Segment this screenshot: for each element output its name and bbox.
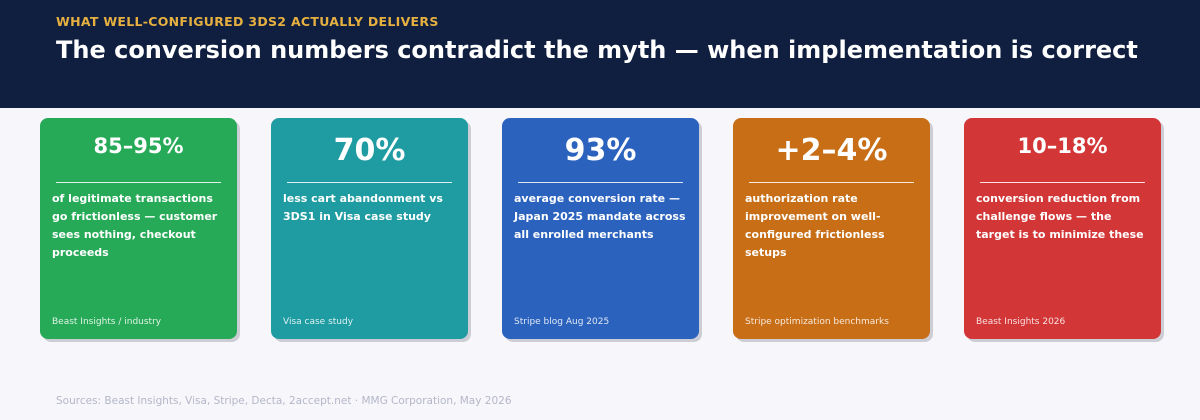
card-divider xyxy=(749,182,914,183)
stat-card-challenge-flows: 10–18% conversion reduction from challen… xyxy=(964,118,1161,339)
stat-card-conversion-rate: 93% average conversion rate — Japan 2025… xyxy=(502,118,699,339)
stat-source: Stripe optimization benchmarks xyxy=(745,317,889,327)
stat-value: +2–4% xyxy=(775,133,888,168)
stat-description: conversion reduction from challenge flow… xyxy=(976,192,1144,241)
card-divider xyxy=(287,182,452,183)
page-title: The conversion numbers contradict the my… xyxy=(56,36,1138,64)
stat-value: 10–18% xyxy=(1017,134,1108,158)
card-divider xyxy=(56,182,221,183)
stat-source: Beast Insights / industry xyxy=(52,317,162,327)
stat-description: less cart abandonment vs 3DS1 in Visa ca… xyxy=(283,192,443,223)
stat-card-cart-abandonment: 70% less cart abandonment vs 3DS1 in Vis… xyxy=(271,118,468,339)
stat-value: 70% xyxy=(333,133,406,168)
stat-value: 85–95% xyxy=(93,134,184,158)
stat-card-frictionless: 85–95% of legitimate transactions go fri… xyxy=(40,118,237,339)
stat-description: of legitimate transactions go frictionle… xyxy=(52,192,218,259)
stat-card-authorization-rate: +2–4% authorization rate improvement on … xyxy=(733,118,930,339)
stat-value: 93% xyxy=(564,133,637,168)
card-divider xyxy=(518,182,683,183)
stat-description: authorization rate improvement on well-c… xyxy=(745,192,885,259)
card-divider xyxy=(980,182,1145,183)
eyebrow-label: WHAT WELL-CONFIGURED 3DS2 ACTUALLY DELIV… xyxy=(56,14,439,29)
sources-footer: Sources: Beast Insights, Visa, Stripe, D… xyxy=(56,395,512,407)
stat-source: Stripe blog Aug 2025 xyxy=(514,317,610,327)
stat-source: Visa case study xyxy=(283,317,354,327)
stat-description: average conversion rate — Japan 2025 man… xyxy=(514,192,686,241)
stat-source: Beast Insights 2026 xyxy=(976,317,1066,327)
header-banner: WHAT WELL-CONFIGURED 3DS2 ACTUALLY DELIV… xyxy=(0,0,1200,108)
